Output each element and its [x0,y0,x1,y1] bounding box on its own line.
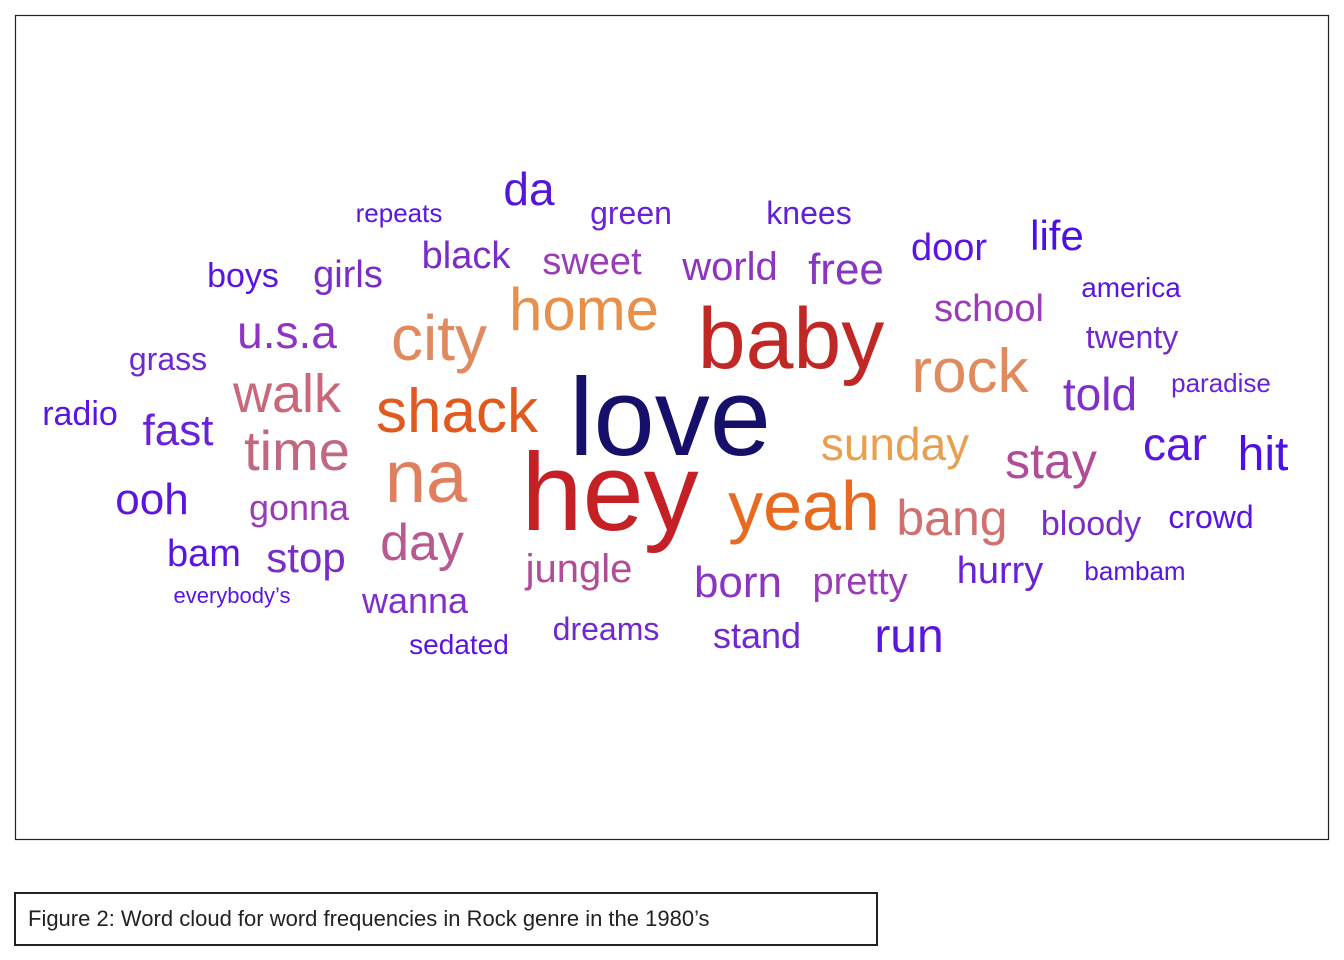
word: everybody’s [174,583,291,608]
word: repeats [356,198,443,228]
word: u.s.a [237,306,337,358]
word: stay [1005,433,1097,489]
word: sunday [821,418,969,470]
word: radio [42,395,118,433]
word: grass [129,341,207,377]
word: knees [766,195,851,231]
word: na [385,435,468,518]
caption: Figure 2: Word cloud for word frequencie… [28,906,710,931]
word: bang [896,490,1007,546]
word: crowd [1168,499,1253,535]
word: city [391,302,487,374]
word: sedated [409,629,509,660]
word: girls [313,254,383,296]
word: hit [1238,428,1289,481]
word: born [694,558,782,607]
word: ooh [115,475,188,524]
word: hurry [957,550,1044,592]
word: car [1143,418,1207,470]
word: boys [207,257,279,295]
word: black [422,235,512,277]
word: bloody [1041,505,1141,543]
word: hey [521,431,698,554]
word: world [681,245,778,289]
word: bambam [1084,556,1185,586]
word: rock [911,337,1029,406]
word: fast [143,406,214,455]
word: walk [232,364,342,424]
word: dreams [553,611,660,647]
caption-box [14,892,878,946]
word: jungle [525,547,633,591]
word: school [934,288,1044,330]
word: day [380,514,464,572]
word: gonna [249,487,350,528]
word: baby [698,291,885,387]
word: sweet [542,241,642,283]
word: da [503,163,555,215]
word: yeah [728,467,880,545]
word: wanna [361,580,469,621]
word: pretty [812,561,907,603]
word: paradise [1171,368,1271,398]
cloud-frame [14,14,1330,841]
word: time [244,419,350,482]
word: told [1063,368,1137,420]
word-cloud: repeats da green knees boys girls black sweet wo… [42,163,1288,663]
word: bam [167,533,241,575]
word: america [1081,272,1181,303]
word: shack [376,377,539,446]
word: love [569,356,771,479]
word: stand [713,615,801,656]
word: home [509,276,659,343]
word: door [911,227,987,269]
word: free [808,245,884,294]
word: run [874,610,943,663]
word: life [1030,212,1084,259]
word: green [590,195,672,231]
word: stop [266,534,345,581]
word: twenty [1086,319,1178,355]
